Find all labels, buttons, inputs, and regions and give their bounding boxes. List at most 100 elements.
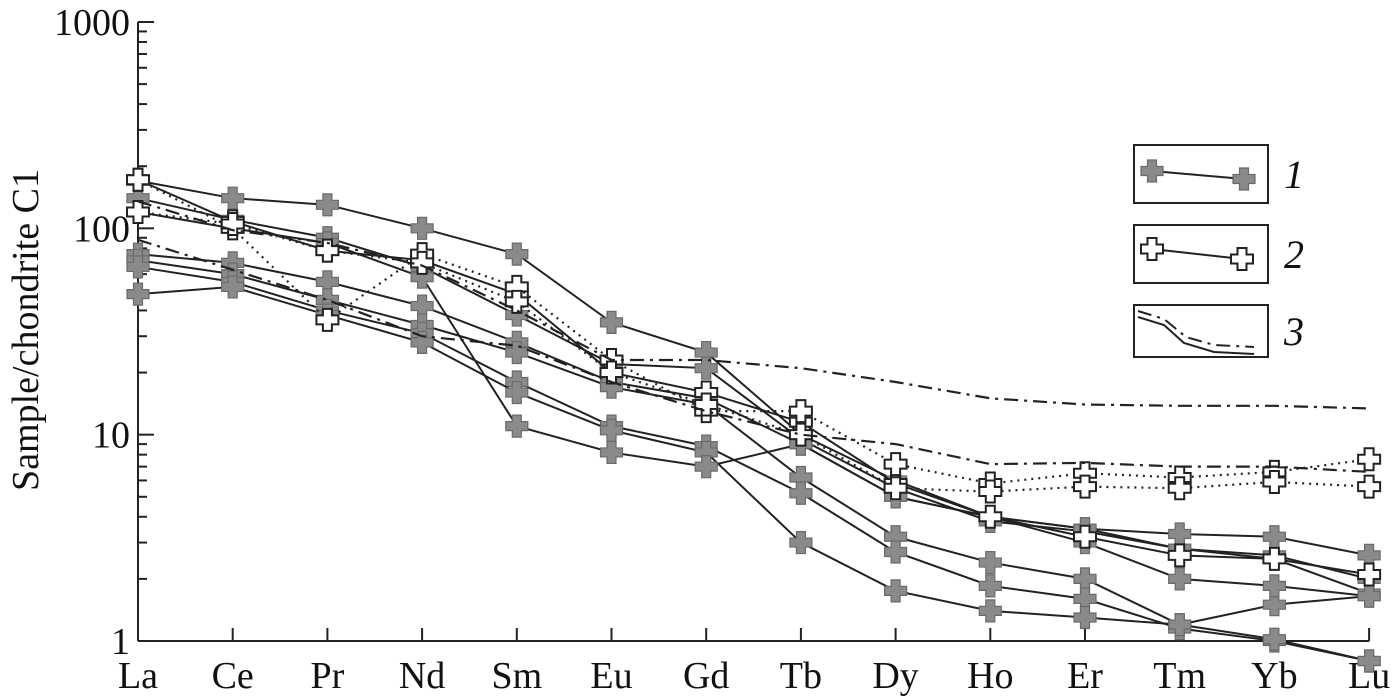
data-point-tm bbox=[1167, 476, 1192, 501]
data-point-lu bbox=[1357, 584, 1381, 608]
y-tick-label: 1 bbox=[111, 621, 130, 663]
data-point-lu bbox=[1357, 562, 1382, 587]
data-point-pr bbox=[315, 193, 339, 217]
data-point-tb bbox=[789, 530, 813, 555]
data-point-ce bbox=[220, 211, 245, 236]
x-tick-label-nd: Nd bbox=[399, 655, 445, 697]
series-line bbox=[137, 210, 1370, 493]
x-tick-label-eu: Eu bbox=[590, 655, 632, 697]
y-tick-label: 100 bbox=[73, 208, 130, 250]
series-12-group-3 bbox=[137, 238, 1370, 473]
data-point-gd bbox=[694, 356, 718, 380]
series-line bbox=[137, 259, 1370, 626]
x-tick-label-la: La bbox=[118, 655, 158, 697]
legend-entry-3: 3 bbox=[1133, 304, 1304, 358]
data-point-sm bbox=[505, 414, 529, 438]
x-tick-label-gd: Gd bbox=[683, 655, 729, 697]
series-line bbox=[137, 285, 1370, 662]
data-point-la bbox=[126, 199, 150, 224]
data-point-tm bbox=[1168, 522, 1192, 546]
series-line bbox=[137, 238, 1370, 473]
data-point-la bbox=[126, 167, 150, 192]
data-point-tb bbox=[789, 481, 813, 505]
x-axis: La Ce Pr Nd Sm Eu Gd Tb Dy Ho Er Tm Yb Lu bbox=[118, 628, 1390, 697]
legend-marker bbox=[1140, 159, 1164, 183]
legend-box bbox=[1133, 304, 1269, 358]
data-point-tm bbox=[1168, 567, 1192, 591]
data-point-er bbox=[1073, 474, 1097, 499]
series-11-group-3 bbox=[137, 200, 1370, 410]
series-line bbox=[137, 253, 1370, 557]
data-point-lu bbox=[1357, 447, 1382, 472]
data-point-ho bbox=[978, 550, 1002, 575]
data-point-la bbox=[126, 255, 150, 279]
data-point-tm bbox=[1168, 613, 1192, 637]
data-point-yb bbox=[1262, 574, 1286, 598]
data-point-dy bbox=[884, 579, 908, 603]
x-tick-label-er: Er bbox=[1067, 655, 1103, 697]
y-axis-title: Sample/chondrite C1 bbox=[5, 169, 47, 491]
data-point-pr bbox=[315, 307, 340, 332]
data-point-sm bbox=[505, 340, 529, 365]
data-point-gd bbox=[694, 455, 718, 479]
data-point-ho bbox=[978, 479, 1003, 504]
data-point-dy bbox=[883, 452, 908, 477]
legend: 1 2 3 bbox=[1133, 144, 1304, 358]
series-line bbox=[137, 197, 1370, 595]
data-point-sm bbox=[505, 242, 529, 266]
data-point-nd bbox=[410, 216, 434, 240]
data-point-dy bbox=[884, 540, 908, 564]
y-axis: 1 10 100 1000 bbox=[54, 2, 154, 663]
data-point-sm bbox=[505, 380, 529, 405]
data-point-lu bbox=[1357, 474, 1382, 499]
data-point-ce bbox=[221, 275, 245, 299]
legend-label-2: 2 bbox=[1284, 232, 1304, 277]
data-point-er bbox=[1073, 567, 1097, 591]
data-point-sm bbox=[504, 289, 529, 314]
legend-entry-1: 1 bbox=[1133, 144, 1304, 204]
data-point-la bbox=[126, 282, 150, 306]
data-point-ho bbox=[978, 504, 1003, 529]
data-point-ce bbox=[221, 186, 245, 210]
data-point-nd bbox=[410, 330, 434, 355]
data-point-dy bbox=[883, 476, 908, 501]
data-point-nd bbox=[410, 250, 435, 275]
data-point-lu bbox=[1357, 649, 1381, 673]
legend-label-3: 3 bbox=[1283, 309, 1304, 354]
x-tick-label-pr: Pr bbox=[311, 655, 345, 697]
data-point-tb bbox=[788, 422, 813, 447]
data-point-tm bbox=[1167, 543, 1192, 568]
data-point-eu bbox=[599, 440, 624, 465]
series-line bbox=[137, 200, 1370, 410]
data-point-gd bbox=[694, 392, 719, 417]
x-tick-label-ce: Ce bbox=[212, 655, 254, 697]
x-tick-label-sm: Sm bbox=[491, 655, 542, 697]
series-6-group-1 bbox=[126, 275, 1381, 673]
x-tick-label-ho: Ho bbox=[967, 655, 1013, 697]
data-point-yb bbox=[1262, 525, 1286, 549]
series-line bbox=[137, 178, 1370, 485]
x-tick-label-tm: Tm bbox=[1153, 655, 1206, 697]
data-point-eu bbox=[599, 310, 624, 335]
data-point-ho bbox=[978, 599, 1002, 623]
legend-entry-2: 2 bbox=[1133, 224, 1304, 284]
legend-label-1: 1 bbox=[1284, 152, 1304, 197]
data-point-yb bbox=[1262, 469, 1287, 494]
legend-marker bbox=[1232, 167, 1256, 191]
series-line bbox=[137, 211, 1370, 598]
data-point-yb bbox=[1262, 546, 1287, 571]
legend-marker bbox=[1230, 247, 1254, 271]
x-tick-label-yb: Yb bbox=[1251, 655, 1297, 697]
x-tick-label-tb: Tb bbox=[780, 655, 822, 697]
data-point-tb bbox=[788, 399, 813, 424]
x-tick-label-dy: Dy bbox=[872, 655, 918, 697]
legend-marker bbox=[1140, 237, 1164, 261]
data-point-pr bbox=[315, 238, 340, 263]
data-point-yb bbox=[1262, 593, 1286, 617]
series-10-group-2 bbox=[126, 199, 1382, 504]
data-point-ho bbox=[978, 574, 1002, 598]
series-line bbox=[137, 178, 1370, 576]
y-tick-label: 1000 bbox=[54, 2, 130, 44]
data-point-er bbox=[1073, 524, 1097, 549]
